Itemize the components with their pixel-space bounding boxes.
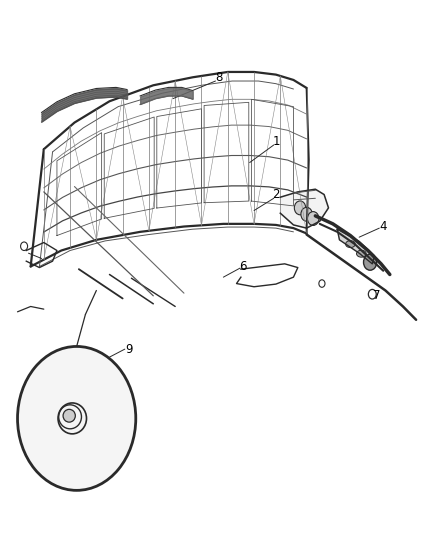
Text: 1: 1 (272, 135, 280, 148)
Circle shape (294, 201, 306, 215)
Circle shape (18, 346, 136, 490)
Ellipse shape (357, 250, 366, 257)
Ellipse shape (63, 409, 75, 422)
Text: 8: 8 (215, 71, 223, 84)
Text: 7: 7 (373, 289, 381, 302)
Text: 2: 2 (272, 188, 280, 201)
Polygon shape (337, 229, 374, 264)
Circle shape (307, 212, 319, 225)
Text: 4: 4 (379, 220, 387, 233)
Text: 9: 9 (125, 343, 133, 356)
Text: 6: 6 (239, 260, 247, 273)
Circle shape (301, 207, 312, 221)
Circle shape (364, 254, 377, 270)
Ellipse shape (346, 241, 355, 247)
Polygon shape (280, 189, 328, 228)
